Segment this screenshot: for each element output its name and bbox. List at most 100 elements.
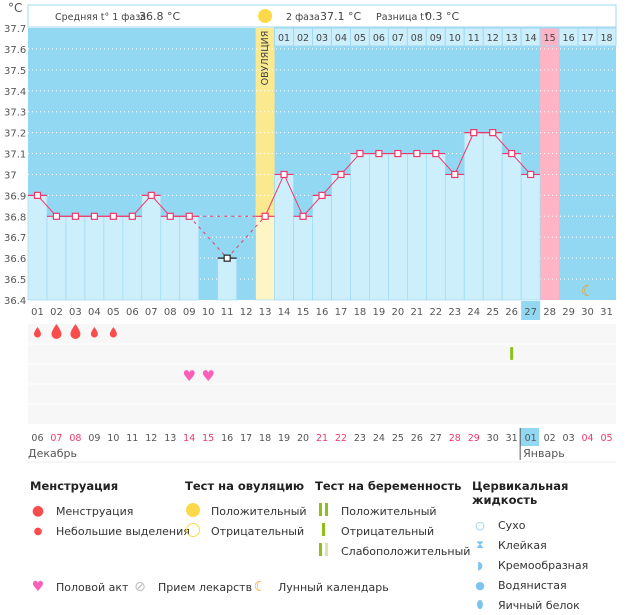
date-label: 07 (50, 433, 62, 444)
cycle-day-label: 27 (524, 307, 537, 318)
phase2-day-label: 01 (278, 33, 290, 44)
temperature-bar (141, 195, 162, 301)
phase2-day-label: 15 (544, 33, 556, 44)
temperature-bar (312, 195, 332, 301)
y-unit-label: °C (8, 1, 22, 15)
symbols-area (28, 324, 616, 424)
y-tick-label: 37 (4, 170, 17, 181)
cycle-day-label: 14 (278, 307, 291, 318)
phase1-label: Средняя t° 1 фаза (55, 12, 146, 23)
temperature-bar (388, 153, 408, 301)
phase2-day-label: 03 (316, 33, 328, 44)
cycle-day-label: 05 (107, 307, 120, 318)
temperature-bar (160, 215, 181, 301)
cycle-day-label: 15 (297, 307, 310, 318)
temperature-bar (520, 174, 541, 301)
legend-label: Половой акт (56, 580, 129, 594)
dry-drop-outline-icon: ○ (475, 518, 485, 532)
cycle-day-label: 17 (335, 307, 348, 318)
temperature-line (264, 174, 285, 217)
date-label: 06 (31, 433, 43, 444)
phase2-day-cell (596, 27, 617, 47)
temperature-point (109, 212, 117, 220)
blood-drop-icon (51, 324, 62, 339)
phase2-day-label: 13 (506, 33, 518, 44)
phase2-value: 37.1 °C (320, 10, 361, 23)
phase2-day-label: 10 (449, 33, 461, 44)
date-label: 28 (449, 433, 461, 444)
circle-filled-icon (185, 502, 201, 520)
phase2-day-label: 08 (411, 33, 423, 44)
date-label: 20 (297, 433, 309, 444)
date-label: 01 (525, 433, 537, 444)
temperature-bar (65, 215, 86, 301)
legend-label: Положительный (211, 504, 307, 518)
small-blood-drop-icon: ● (33, 525, 43, 537)
y-tick-label: 36.7 (4, 233, 26, 244)
temperature-bar (350, 153, 370, 301)
phase2-day-label: 05 (354, 33, 366, 44)
date-label: 05 (600, 433, 612, 444)
legend-label: Отрицательный (341, 524, 435, 538)
legend-label: Небольшие выделения (56, 524, 190, 538)
phase1-value: 36.8 °C (139, 10, 180, 23)
legend-title: Цервикальная жидкость (472, 479, 569, 507)
pregnancy-test-icon (510, 347, 514, 360)
temperature-bar (444, 174, 465, 301)
temperature-point (147, 191, 155, 199)
test-single-line-icon (315, 523, 331, 539)
legend-moon: ☾ Лунный календарь (252, 579, 389, 595)
phase2-day-label: 04 (335, 33, 347, 44)
cycle-day-label: 13 (259, 307, 272, 318)
temperature-point (527, 170, 535, 179)
expected-period-column (540, 28, 560, 300)
cycle-day-label: 07 (145, 307, 158, 318)
temperature-bar (463, 132, 484, 301)
moon-icon: ☾ (253, 579, 267, 595)
temperature-point (413, 149, 421, 158)
date-label: 17 (240, 433, 252, 444)
cycle-day-label: 24 (467, 307, 480, 318)
temperature-bar (27, 195, 48, 301)
temperature-point (356, 149, 364, 158)
blood-drop-icon (90, 327, 98, 338)
pill-icon: ⊘ (134, 579, 146, 595)
temperature-bar (46, 215, 67, 301)
y-tick-label: 37.7 (4, 24, 26, 35)
legend-label: Положительный (341, 504, 437, 518)
y-tick-label: 37.5 (4, 66, 26, 77)
temperature-bar (122, 215, 143, 301)
temperature-bar (331, 174, 351, 301)
temperature-point (394, 149, 402, 158)
legend-label: Прием лекарств (158, 580, 253, 594)
cycle-day-label: 25 (486, 307, 499, 318)
cycle-day-label: 19 (373, 307, 386, 318)
temperature-line (226, 215, 266, 259)
temperature-point (261, 212, 269, 220)
cycle-day-label: 23 (448, 307, 461, 318)
temperature-point (128, 212, 136, 220)
legend-pregnancy-test: Тест на беременность Положительный Отриц… (315, 479, 470, 561)
date-label: 13 (164, 433, 176, 444)
date-label: 03 (563, 433, 575, 444)
legend-label: Менструация (56, 504, 134, 518)
y-tick-label: 37.2 (4, 129, 26, 140)
temperature-point (90, 212, 98, 220)
y-tick-label: 36.5 (4, 275, 26, 286)
temperature-bar (407, 153, 427, 301)
heart-icon: ♥ (201, 367, 214, 385)
cycle-day-label: 03 (69, 307, 82, 318)
phase2-day-label: 11 (468, 33, 480, 44)
cycle-day-label: 11 (221, 307, 234, 318)
sticky-hourglass-icon: ⧗ (476, 538, 484, 551)
heart-icon: ♥ (182, 367, 195, 385)
temperature-point (223, 254, 231, 262)
month-label: Январь (523, 447, 565, 460)
temperature-bar (255, 215, 275, 301)
stats-header (27, 4, 617, 28)
date-label: 16 (221, 433, 233, 444)
date-label: 25 (392, 433, 404, 444)
blood-drop-icon: ● (31, 503, 45, 519)
cycle-day-label: 06 (126, 307, 139, 318)
date-label: 18 (259, 433, 271, 444)
